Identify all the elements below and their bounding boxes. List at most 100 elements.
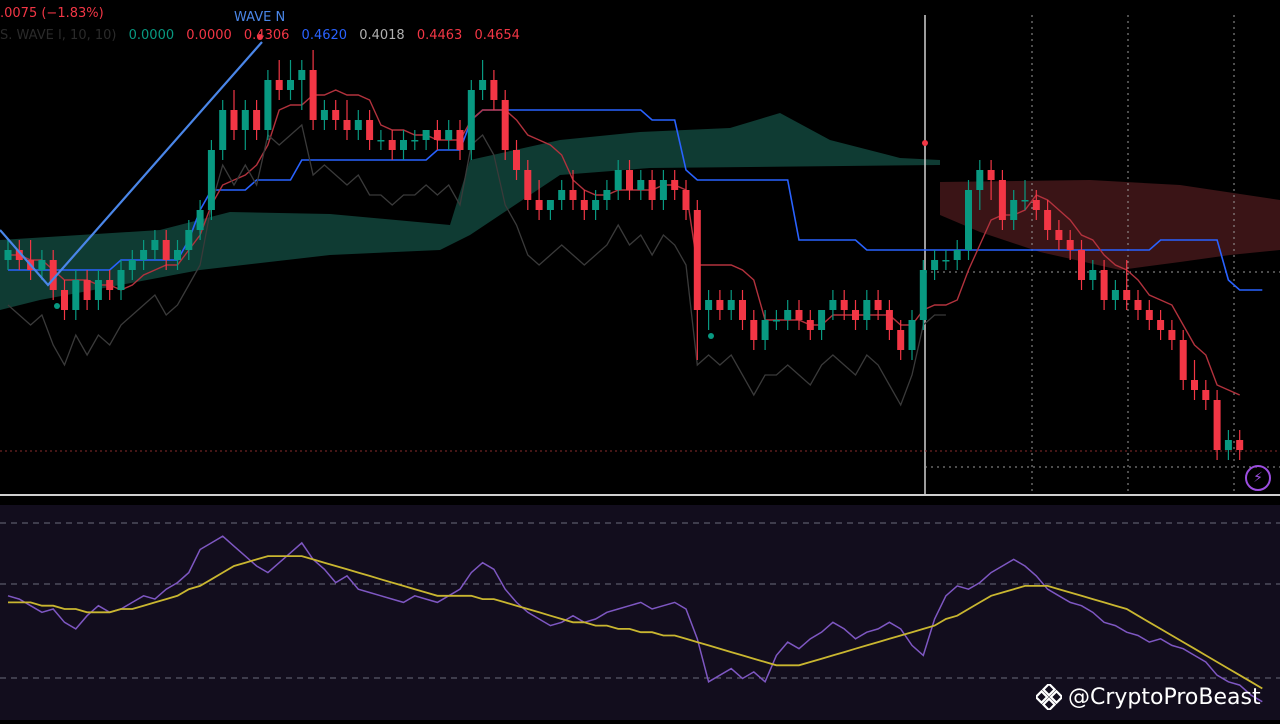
watermark-text: @CryptoProBeast xyxy=(1068,684,1261,710)
pivot-dot xyxy=(708,333,714,339)
candle-body xyxy=(772,320,780,322)
candle-body xyxy=(806,320,814,330)
candle-body xyxy=(671,180,679,190)
rsi-ma-line xyxy=(8,555,1263,690)
indicator-legend: S. WAVE I, 10, 10) 0.0000 0.0000 0.4306 … xyxy=(0,28,528,43)
candle-body xyxy=(727,300,735,310)
candle-body xyxy=(479,80,487,90)
candle-body xyxy=(309,70,317,120)
lightning-icon[interactable]: ⚡ xyxy=(1245,465,1271,491)
candle-body xyxy=(1134,300,1142,310)
candle-body xyxy=(852,310,859,320)
candle-body xyxy=(953,250,961,260)
candle-body xyxy=(558,190,566,200)
candle-body xyxy=(659,180,667,200)
watermark: @CryptoProBeast xyxy=(1036,684,1261,710)
candle-body xyxy=(1157,320,1165,330)
candle-body xyxy=(94,280,102,300)
indicator-value: 0.4654 xyxy=(474,28,520,43)
candle-body xyxy=(1213,400,1221,450)
crosshair-lines xyxy=(0,15,1280,495)
candle-body xyxy=(241,110,249,130)
candle-body xyxy=(535,200,543,210)
candle-body xyxy=(637,180,645,190)
candle-body xyxy=(388,140,396,150)
lagging-span xyxy=(7,123,946,407)
candle-body xyxy=(185,230,193,250)
candle-body xyxy=(411,140,419,142)
candle-body xyxy=(275,80,283,90)
candle-body xyxy=(965,190,972,250)
candle-body xyxy=(603,190,611,200)
candle-body xyxy=(219,110,227,150)
candle-body xyxy=(908,320,916,350)
candle-body xyxy=(61,290,68,310)
candle-body xyxy=(320,110,328,120)
wave-lines xyxy=(0,34,928,339)
candle-body xyxy=(1100,270,1108,300)
candle-body xyxy=(705,300,713,310)
candle-body xyxy=(207,150,215,210)
candle-body xyxy=(433,130,441,140)
candle-body xyxy=(490,80,498,100)
candle-body xyxy=(885,310,893,330)
candle-body xyxy=(546,200,554,210)
candle-body xyxy=(298,70,306,80)
candle-body xyxy=(682,190,690,210)
rsi-pane xyxy=(0,494,1280,720)
candle-body xyxy=(761,320,769,340)
indicator-value: 0.4463 xyxy=(416,28,463,43)
candle-body xyxy=(501,100,509,150)
pivot-dot xyxy=(54,303,60,309)
candle-body xyxy=(354,120,362,130)
candle-body xyxy=(931,260,939,270)
candle-body xyxy=(998,180,1006,220)
candle-body xyxy=(987,170,995,180)
candle-body xyxy=(1123,290,1131,300)
indicator-name[interactable]: S. WAVE I, 10, 10) xyxy=(0,28,117,43)
candle-body xyxy=(467,90,475,150)
candle-body xyxy=(332,110,340,120)
candle-body xyxy=(1145,310,1153,320)
candle-body xyxy=(1202,390,1210,400)
candle-body xyxy=(1066,240,1074,250)
candle-body xyxy=(253,110,261,130)
candle-body xyxy=(128,260,136,270)
rsi-line xyxy=(7,535,1263,703)
candle-body xyxy=(626,170,633,190)
candle-body xyxy=(1021,200,1029,202)
candle-body xyxy=(287,80,294,90)
candle-body xyxy=(1224,440,1232,450)
candlesticks xyxy=(4,50,1244,460)
candle-body xyxy=(174,250,181,260)
candle-body xyxy=(456,130,464,150)
candle-body xyxy=(840,300,848,310)
candle-body xyxy=(264,80,272,130)
candle-body xyxy=(942,260,950,262)
candle-body xyxy=(400,140,407,150)
wave-line xyxy=(0,41,263,287)
candle-body xyxy=(524,170,532,200)
candle-body xyxy=(716,300,724,310)
candle-body xyxy=(739,300,746,320)
price-change: .0075 (−1.83%) xyxy=(0,6,104,21)
candle-body xyxy=(818,310,826,330)
candle-body xyxy=(151,240,159,250)
candle-body xyxy=(580,200,588,210)
candle-body xyxy=(230,110,238,130)
diamond-logo-icon xyxy=(1036,684,1062,710)
candle-body xyxy=(795,310,803,320)
candle-body xyxy=(784,310,792,320)
candle-body xyxy=(513,150,520,170)
candle-body xyxy=(377,140,385,142)
candle-body xyxy=(1236,440,1244,450)
candle-body xyxy=(1168,330,1176,340)
pivot-dot xyxy=(257,34,263,40)
bull-cloud xyxy=(0,113,940,310)
candle-body xyxy=(366,120,374,140)
candle-body xyxy=(83,280,91,300)
indicator-value: 0.0000 xyxy=(186,28,232,43)
candle-body xyxy=(4,250,12,260)
